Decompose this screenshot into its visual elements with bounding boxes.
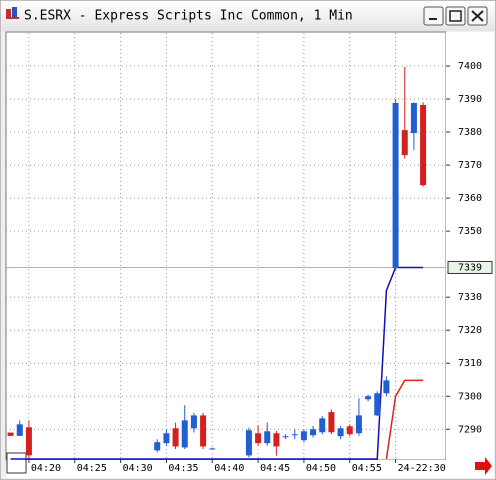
y-tick-label: 7380	[458, 127, 482, 138]
candle-body	[310, 429, 317, 436]
candle-body	[291, 434, 298, 436]
y-tick-label: 7320	[458, 325, 482, 336]
candle-body	[410, 103, 417, 134]
candle-body	[392, 103, 399, 269]
indicator-line	[10, 266, 424, 460]
y-tick-label: 7400	[458, 61, 482, 72]
x-tick-label: 04:30	[123, 463, 153, 474]
candle-body	[209, 448, 216, 450]
x-tick-label: 04:25	[77, 463, 107, 474]
last-price-label: 7339	[458, 262, 482, 273]
candle-body	[172, 428, 179, 447]
x-tick-label: 04:20	[31, 463, 61, 474]
y-tick-label: 7360	[458, 193, 482, 204]
candle-body	[355, 415, 362, 434]
app-icon	[6, 7, 19, 19]
candle-body	[163, 433, 170, 444]
x-tick-label: 04:50	[306, 463, 336, 474]
x-tick-label: 24-22:30	[398, 463, 446, 474]
candle-body	[273, 433, 280, 447]
y-tick-label: 7330	[458, 292, 482, 303]
candle-body	[420, 104, 427, 186]
y-tick-label: 7390	[458, 94, 482, 105]
candle-body	[383, 380, 390, 394]
y-tick-label: 7350	[458, 226, 482, 237]
candle-body	[200, 415, 207, 447]
minimize-button[interactable]	[423, 6, 444, 26]
y-tick-label: 7290	[458, 424, 482, 435]
candle-body	[328, 412, 335, 433]
corner-box[interactable]	[6, 452, 27, 474]
title-bar	[1, 1, 495, 31]
candle-body	[7, 432, 14, 436]
candle-body	[401, 130, 408, 156]
candle-body	[319, 418, 326, 433]
candle-body	[245, 430, 252, 456]
x-tick-label: 04:35	[168, 463, 198, 474]
candle-body	[365, 396, 372, 400]
y-tick-label: 7300	[458, 391, 482, 402]
x-tick-label: 04:40	[214, 463, 244, 474]
candle-body	[264, 431, 271, 444]
candle-body	[337, 428, 344, 437]
candle-body	[190, 415, 197, 429]
plot-area	[5, 31, 447, 461]
candle-body	[181, 420, 188, 448]
y-tick-label: 7310	[458, 358, 482, 369]
candle-body	[16, 424, 23, 436]
candle-body	[255, 433, 262, 444]
candle-body	[154, 442, 161, 451]
scroll-arrow[interactable]	[475, 457, 492, 475]
price-axis	[446, 32, 494, 460]
last-price-box	[447, 260, 493, 274]
candle-body	[346, 426, 353, 435]
chart-title: S.ESRX - Express Scripts Inc Common, 1 M…	[24, 9, 353, 24]
candle-body	[282, 436, 289, 438]
close-button[interactable]	[467, 6, 488, 26]
candle-body	[25, 427, 32, 456]
maximize-button[interactable]	[445, 6, 466, 26]
indicator-line	[385, 379, 424, 460]
candle-body	[374, 393, 381, 416]
time-axis	[6, 460, 494, 478]
x-tick-label: 04:55	[352, 463, 382, 474]
y-tick-label: 7370	[458, 160, 482, 171]
x-tick-label: 04:45	[260, 463, 290, 474]
candle-body	[300, 431, 307, 441]
